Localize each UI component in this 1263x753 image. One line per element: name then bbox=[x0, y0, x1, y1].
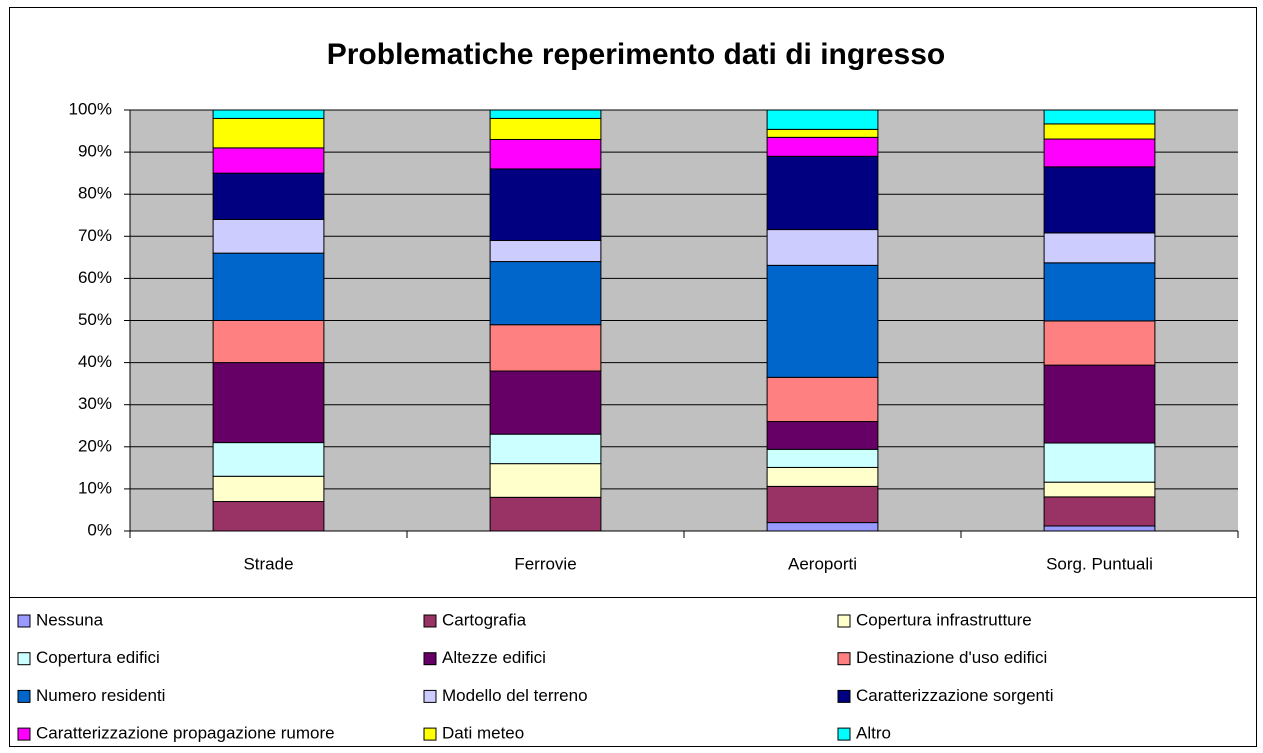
legend-swatch bbox=[423, 727, 437, 741]
bar-segment bbox=[212, 362, 325, 444]
bar-segment bbox=[766, 448, 879, 468]
y-tick-label: 50% bbox=[78, 310, 112, 329]
bar-segment bbox=[489, 496, 602, 532]
y-tick-label: 60% bbox=[78, 268, 112, 287]
bar-segment bbox=[489, 117, 602, 140]
bar-segment bbox=[489, 168, 602, 242]
bar-segment bbox=[1043, 232, 1156, 264]
legend-label: Nessuna bbox=[36, 610, 104, 629]
y-tick-label: 90% bbox=[78, 142, 112, 161]
bar-segment bbox=[489, 463, 602, 498]
legend-swatch bbox=[17, 652, 31, 666]
bar-segment bbox=[1043, 123, 1156, 140]
bar-segment bbox=[766, 155, 879, 231]
bar-segment bbox=[212, 252, 325, 321]
bar-segment bbox=[212, 147, 325, 174]
legend-swatch bbox=[837, 614, 851, 628]
legend-swatch bbox=[837, 689, 851, 703]
legend-label: Copertura edifici bbox=[36, 648, 160, 667]
bar-segment bbox=[1043, 364, 1156, 444]
legend-label: Cartografia bbox=[442, 610, 527, 629]
x-tick-label: Strade bbox=[243, 554, 293, 573]
bar-segment bbox=[489, 109, 602, 119]
bar-segment bbox=[1043, 166, 1156, 234]
bar-segment bbox=[212, 109, 325, 119]
legend-label: Destinazione d'uso edifici bbox=[856, 648, 1047, 667]
bar-segment bbox=[766, 109, 879, 130]
bar-segment bbox=[1043, 138, 1156, 168]
legend-swatch bbox=[17, 727, 31, 741]
legend-label: Altro bbox=[856, 724, 891, 743]
y-tick-label: 100% bbox=[69, 99, 112, 118]
bar-segment bbox=[489, 138, 602, 170]
bar-segment bbox=[489, 240, 602, 263]
bar-segment bbox=[1043, 496, 1156, 527]
legend-swatch bbox=[837, 727, 851, 741]
bar-segment bbox=[212, 117, 325, 149]
bar-segment bbox=[766, 485, 879, 524]
legend-swatch bbox=[837, 652, 851, 666]
bar-segment bbox=[212, 218, 325, 254]
bar-segment bbox=[766, 229, 879, 266]
bar-segment bbox=[212, 172, 325, 220]
bar-segment bbox=[766, 136, 879, 157]
y-tick-label: 80% bbox=[78, 184, 112, 203]
y-tick-label: 40% bbox=[78, 352, 112, 371]
legend-label: Modello del terreno bbox=[442, 686, 588, 705]
bar-segment bbox=[766, 466, 879, 487]
legend-label: Dati meteo bbox=[442, 724, 524, 743]
bar-segment bbox=[489, 261, 602, 326]
bar-segment bbox=[212, 442, 325, 477]
bar-segment bbox=[1043, 109, 1156, 125]
bar-segment bbox=[1043, 442, 1156, 483]
bar-segment bbox=[489, 324, 602, 372]
y-tick-label: 10% bbox=[78, 478, 112, 497]
bar-segment bbox=[1043, 320, 1156, 366]
legend-label: Altezze edifici bbox=[442, 648, 546, 667]
bar-segment bbox=[1043, 481, 1156, 498]
bar-segment bbox=[766, 522, 879, 532]
legend-swatch bbox=[423, 614, 437, 628]
chart-title: Problematiche reperimento dati di ingres… bbox=[327, 38, 946, 71]
bar-segment bbox=[1043, 525, 1156, 532]
legend-label: Caratterizzazione sorgenti bbox=[856, 686, 1053, 705]
legend-label: Numero residenti bbox=[36, 686, 165, 705]
legend-swatch bbox=[423, 652, 437, 666]
y-tick-label: 20% bbox=[78, 436, 112, 455]
x-tick-label: Sorg. Puntuali bbox=[1046, 554, 1153, 573]
legend bbox=[9, 597, 1257, 747]
bar-segment bbox=[489, 370, 602, 435]
bar-segment bbox=[212, 475, 325, 503]
bar-segment bbox=[1043, 262, 1156, 322]
bar-segment bbox=[766, 128, 879, 138]
legend-swatch bbox=[423, 689, 437, 703]
legend-label: Caratterizzazione propagazione rumore bbox=[36, 724, 335, 743]
bar-segment bbox=[766, 421, 879, 450]
y-tick-label: 30% bbox=[78, 394, 112, 413]
y-tick-label: 0% bbox=[87, 520, 112, 539]
bar-segment bbox=[212, 501, 325, 532]
legend-swatch bbox=[17, 614, 31, 628]
legend-label: Copertura infrastrutture bbox=[856, 610, 1032, 629]
x-tick-label: Aeroporti bbox=[788, 554, 857, 573]
bar-segment bbox=[489, 433, 602, 465]
bar-segment bbox=[212, 320, 325, 364]
x-tick-label: Ferrovie bbox=[514, 554, 576, 573]
bar-segment bbox=[766, 264, 879, 378]
bar-segment bbox=[766, 376, 879, 423]
y-tick-label: 70% bbox=[78, 226, 112, 245]
legend-swatch bbox=[17, 689, 31, 703]
